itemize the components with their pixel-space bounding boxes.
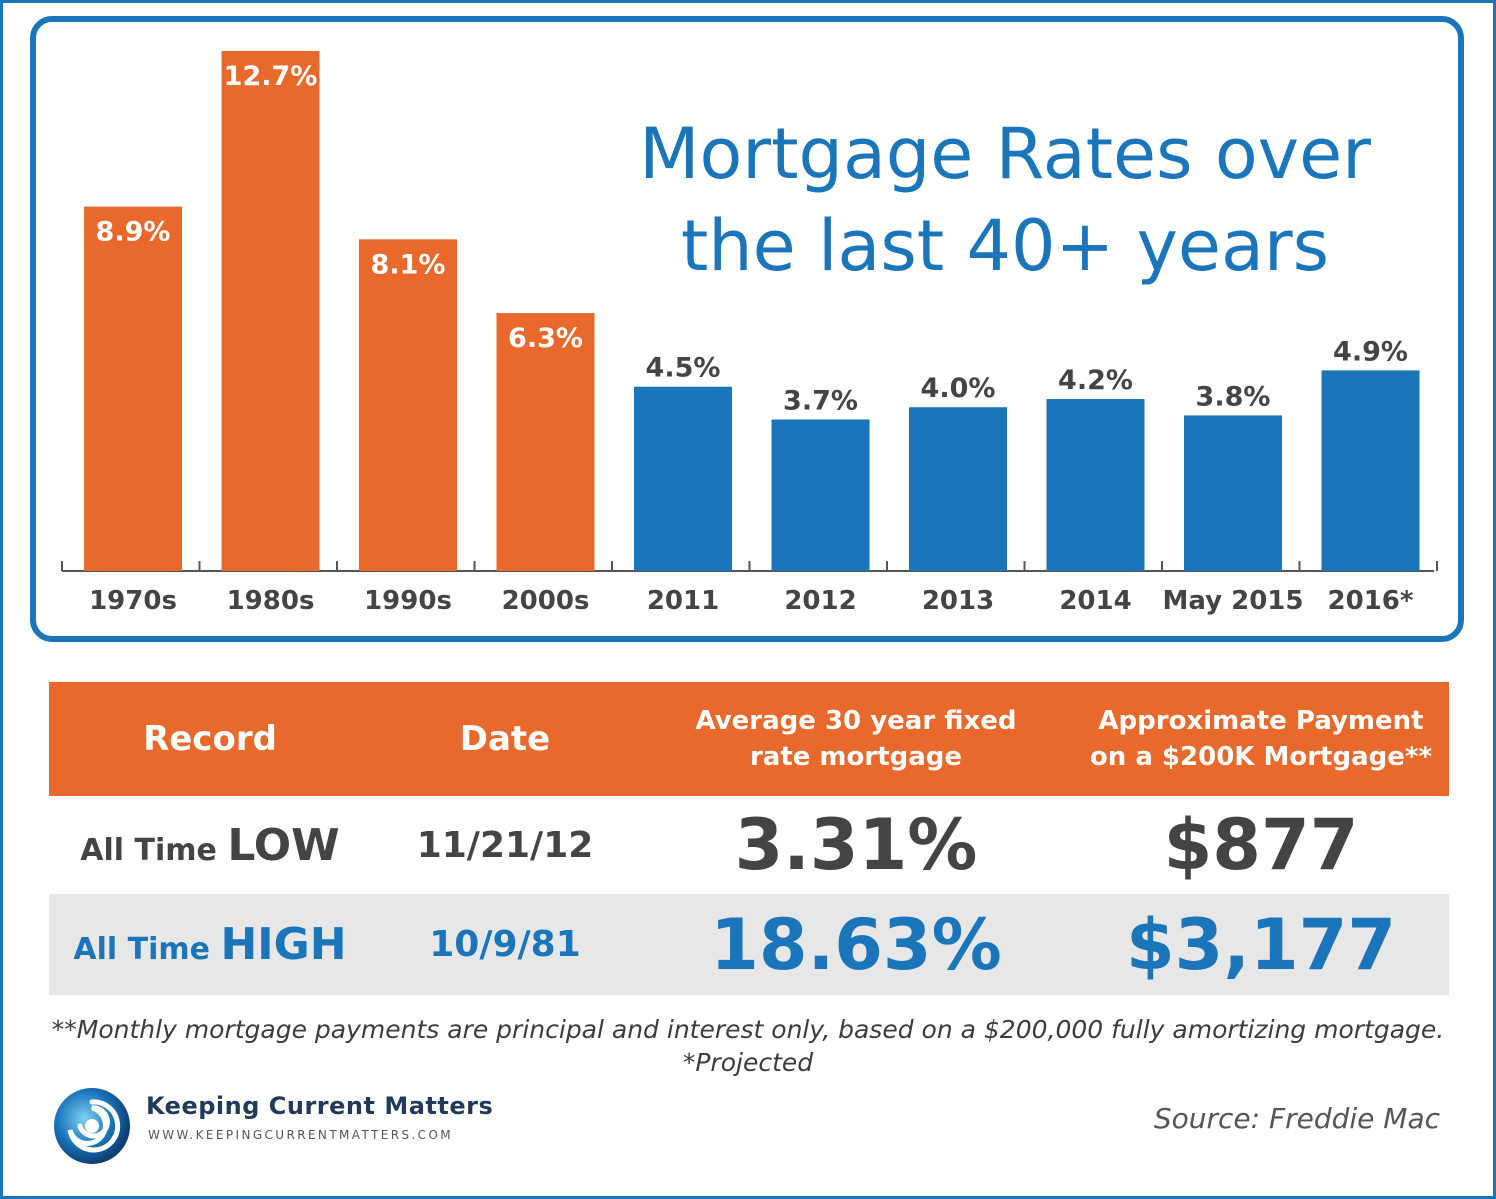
bar: [634, 386, 732, 571]
table-row-high: All Time HIGH 10/9/81 18.63% $3,177: [49, 894, 1449, 995]
footnote-payments: **Monthly mortgage payments are principa…: [51, 1015, 1445, 1044]
record-rate: 3.31%: [734, 804, 978, 886]
data-label: 4.9%: [1333, 336, 1408, 367]
bar: [359, 239, 457, 572]
bar: [84, 206, 182, 571]
x-tick-label: 1970s: [89, 586, 177, 616]
header-record: Record: [143, 719, 277, 759]
source-note: Source: Freddie Mac: [1153, 1102, 1440, 1135]
data-label: 6.3%: [508, 323, 583, 354]
record-cell: All Time LOW: [49, 820, 371, 871]
bar: [221, 51, 320, 571]
record-rate: 18.63%: [710, 903, 1002, 986]
x-tick-label: 2013: [922, 586, 994, 616]
chart-title: Mortgage Rates over the last 40+ years: [560, 108, 1450, 292]
x-tick-label: 2012: [784, 586, 856, 616]
data-label: 3.7%: [783, 386, 858, 417]
x-tick-label: May 2015: [1163, 586, 1304, 616]
record-prefix: All Time: [80, 832, 228, 868]
data-label: 8.1%: [371, 249, 446, 280]
record-date: 11/21/12: [416, 824, 594, 866]
data-label: 4.2%: [1058, 365, 1133, 396]
record-cell: All Time HIGH: [49, 919, 371, 970]
record-payment: $3,177: [1125, 903, 1397, 986]
chart-title-line-2: the last 40+ years: [680, 205, 1330, 287]
records-table: Record Date Average 30 year fixed rate m…: [49, 682, 1449, 995]
x-tick-label: 1980s: [227, 586, 315, 616]
record-payment: $877: [1163, 804, 1359, 886]
brand-name: Keeping Current Matters: [146, 1092, 494, 1120]
brand-url[interactable]: WWW.KEEPINGCURRENTMATTERS.COM: [148, 1128, 454, 1142]
record-word: HIGH: [220, 919, 347, 970]
header-payment-line-1: Approximate Payment: [1098, 706, 1424, 736]
bar: [496, 313, 595, 571]
header-rate: Average 30 year fixed rate mortgage: [639, 703, 1073, 775]
data-label: 4.5%: [646, 353, 721, 384]
bar: [909, 407, 1007, 571]
data-label: 3.8%: [1196, 381, 1271, 412]
bar: [1046, 399, 1145, 571]
bar: [1184, 415, 1282, 571]
x-tick-label: 2011: [647, 586, 719, 616]
bar: [771, 419, 870, 571]
data-label: 4.0%: [921, 373, 996, 404]
header-rate-line-2: rate mortgage: [749, 742, 963, 772]
x-tick-label: 2016*: [1328, 586, 1414, 616]
data-label: 8.9%: [96, 217, 171, 248]
footnote-projected: *Projected: [682, 1048, 814, 1077]
record-word: LOW: [227, 819, 340, 871]
x-tick-label: 2000s: [502, 586, 590, 616]
header-payment-line-2: on a $200K Mortgage**: [1089, 742, 1433, 772]
table-header: Record Date Average 30 year fixed rate m…: [49, 682, 1449, 796]
table-row-low: All Time LOW 11/21/12 3.31% $877: [49, 796, 1449, 894]
data-label: 12.7%: [224, 61, 318, 92]
chart-title-line-1: Mortgage Rates over: [639, 113, 1371, 195]
swirl-logo-icon: [54, 1088, 130, 1164]
bar-chart: 8.9% 1970s 12.7% 1980s 8.1% 1990s 6.3% 2000s 4.5…: [61, 51, 1438, 616]
header-rate-line-1: Average 30 year fixed: [695, 706, 1017, 736]
header-date: Date: [459, 719, 551, 759]
x-tick-label: 2014: [1059, 586, 1131, 616]
record-date: 10/9/81: [429, 924, 581, 965]
record-prefix: All Time: [73, 932, 221, 967]
x-tick-label: 1990s: [364, 586, 452, 616]
bar: [1321, 370, 1420, 571]
header-payment: Approximate Payment on a $200K Mortgage*…: [1073, 703, 1449, 775]
